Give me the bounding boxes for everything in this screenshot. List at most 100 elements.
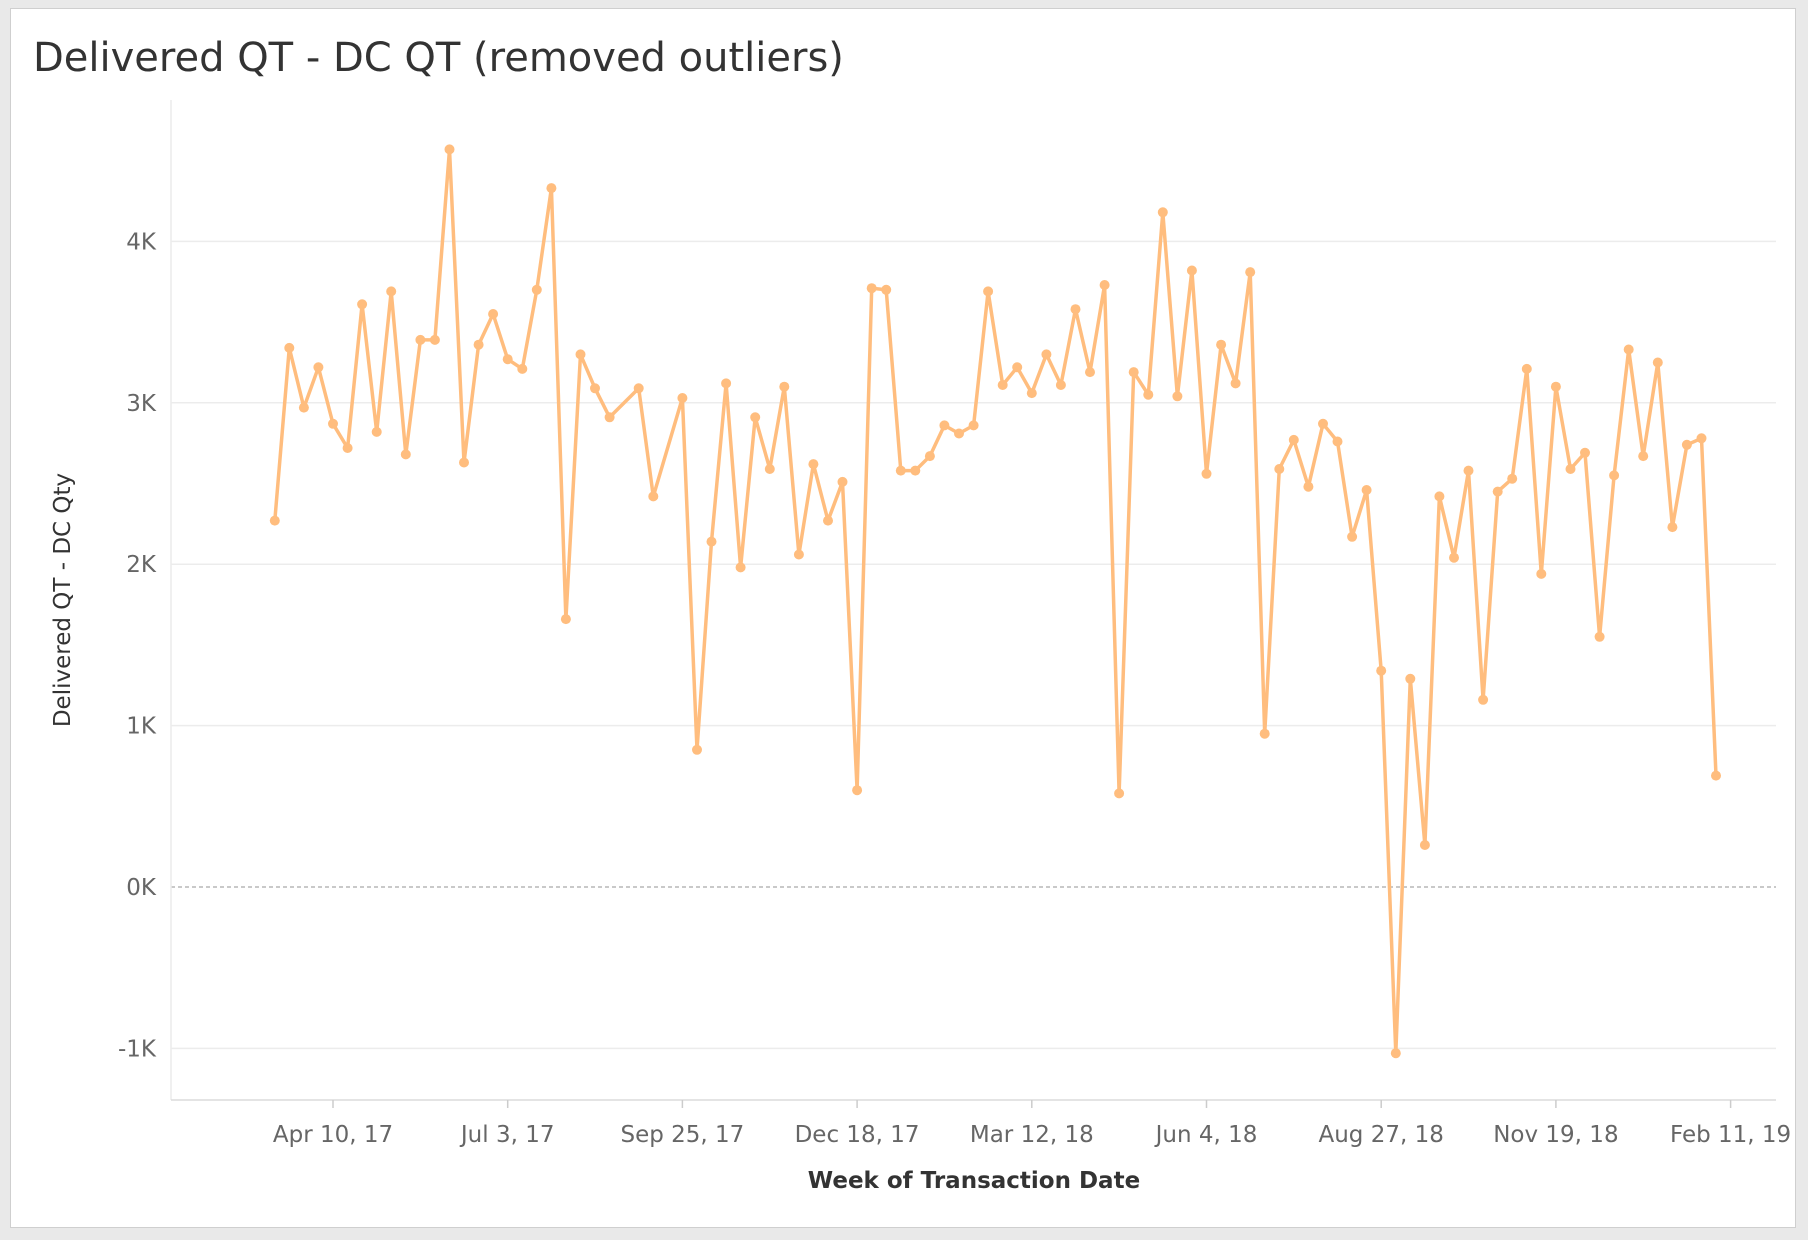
data-point[interactable] (1521, 363, 1532, 374)
data-point[interactable] (837, 476, 848, 487)
data-point[interactable] (1361, 485, 1372, 495)
data-point[interactable] (764, 464, 775, 474)
data-point[interactable] (473, 339, 484, 350)
data-point[interactable] (1711, 770, 1721, 781)
data-point[interactable] (1288, 434, 1299, 445)
data-point[interactable] (750, 412, 761, 423)
data-point[interactable] (735, 562, 746, 573)
data-point[interactable] (328, 418, 338, 429)
data-point[interactable] (1405, 673, 1416, 684)
data-point[interactable] (1609, 470, 1620, 481)
x-tick-label: Aug 27, 18 (1319, 1122, 1444, 1148)
data-point[interactable] (604, 412, 615, 423)
data-point[interactable] (1274, 464, 1285, 474)
data-point[interactable] (1259, 728, 1270, 739)
data-point[interactable] (852, 785, 863, 796)
data-point[interactable] (429, 334, 440, 345)
data-point[interactable] (386, 286, 397, 297)
data-point[interactable] (997, 380, 1008, 390)
data-point[interactable] (1143, 389, 1154, 400)
data-point[interactable] (517, 363, 528, 374)
data-point[interactable] (313, 362, 324, 373)
data-point[interactable] (400, 449, 411, 460)
data-point[interactable] (560, 614, 571, 625)
data-point[interactable] (284, 342, 295, 353)
data-point[interactable] (1230, 378, 1241, 389)
data-point[interactable] (357, 299, 368, 310)
data-point[interactable] (1245, 267, 1256, 278)
data-point[interactable] (677, 393, 688, 403)
data-point[interactable] (954, 428, 964, 439)
data-point[interactable] (983, 286, 994, 297)
data-point[interactable] (706, 536, 717, 547)
data-point[interactable] (459, 457, 469, 468)
data-point[interactable] (1536, 568, 1547, 579)
data-point[interactable] (546, 183, 557, 194)
data-point[interactable] (1594, 631, 1605, 642)
data-point[interactable] (1376, 665, 1387, 676)
data-point[interactable] (939, 420, 950, 431)
data-point[interactable] (1332, 436, 1343, 447)
data-point[interactable] (895, 465, 906, 476)
data-point[interactable] (823, 515, 833, 526)
data-point[interactable] (1085, 367, 1095, 378)
x-tick-label: Jul 3, 17 (459, 1122, 555, 1148)
data-point[interactable] (1186, 265, 1197, 276)
data-point[interactable] (881, 284, 892, 295)
data-point[interactable] (1463, 465, 1474, 476)
data-point[interactable] (1055, 380, 1066, 390)
data-point[interactable] (1114, 788, 1125, 799)
data-point[interactable] (1565, 464, 1576, 474)
data-point[interactable] (1681, 439, 1692, 450)
data-point[interactable] (1419, 840, 1430, 850)
data-point[interactable] (648, 491, 659, 502)
data-point[interactable] (1623, 344, 1634, 355)
data-point[interactable] (924, 451, 935, 462)
data-point[interactable] (1507, 473, 1518, 484)
data-point[interactable] (371, 426, 382, 437)
data-point[interactable] (1201, 468, 1212, 479)
data-point[interactable] (1580, 447, 1590, 458)
data-point[interactable] (415, 334, 426, 345)
data-point[interactable] (1216, 339, 1227, 350)
data-point[interactable] (1012, 362, 1023, 373)
data-point[interactable] (502, 354, 513, 365)
data-point[interactable] (444, 144, 455, 155)
data-point[interactable] (590, 383, 600, 394)
data-point[interactable] (1347, 531, 1358, 542)
data-point[interactable] (721, 378, 732, 389)
data-point[interactable] (866, 283, 877, 294)
data-point[interactable] (1318, 418, 1328, 429)
data-point[interactable] (1157, 207, 1168, 218)
data-point[interactable] (633, 383, 644, 394)
data-point[interactable] (1390, 1048, 1401, 1059)
data-point[interactable] (692, 744, 702, 755)
data-point[interactable] (1303, 481, 1314, 492)
data-point[interactable] (531, 284, 542, 295)
data-point[interactable] (575, 349, 586, 360)
data-point[interactable] (1478, 694, 1489, 705)
data-point[interactable] (779, 381, 790, 392)
data-point[interactable] (1492, 486, 1503, 497)
data-point[interactable] (1070, 304, 1081, 315)
data-point[interactable] (1667, 522, 1678, 533)
data-point[interactable] (1026, 388, 1037, 399)
data-point[interactable] (298, 402, 309, 413)
data-point[interactable] (1128, 367, 1139, 378)
data-point[interactable] (968, 420, 979, 431)
data-point[interactable] (269, 515, 280, 526)
data-point[interactable] (1099, 280, 1110, 290)
data-point[interactable] (1550, 381, 1561, 392)
data-point[interactable] (1449, 552, 1459, 563)
data-point[interactable] (1696, 433, 1707, 444)
data-point[interactable] (1652, 357, 1663, 368)
data-point[interactable] (1172, 391, 1183, 402)
data-point[interactable] (808, 459, 819, 470)
data-point[interactable] (1638, 451, 1649, 462)
data-point[interactable] (1041, 349, 1052, 360)
data-point[interactable] (342, 443, 353, 453)
data-point[interactable] (793, 549, 804, 560)
data-point[interactable] (1434, 491, 1445, 502)
data-point[interactable] (488, 309, 499, 319)
data-point[interactable] (910, 465, 921, 476)
